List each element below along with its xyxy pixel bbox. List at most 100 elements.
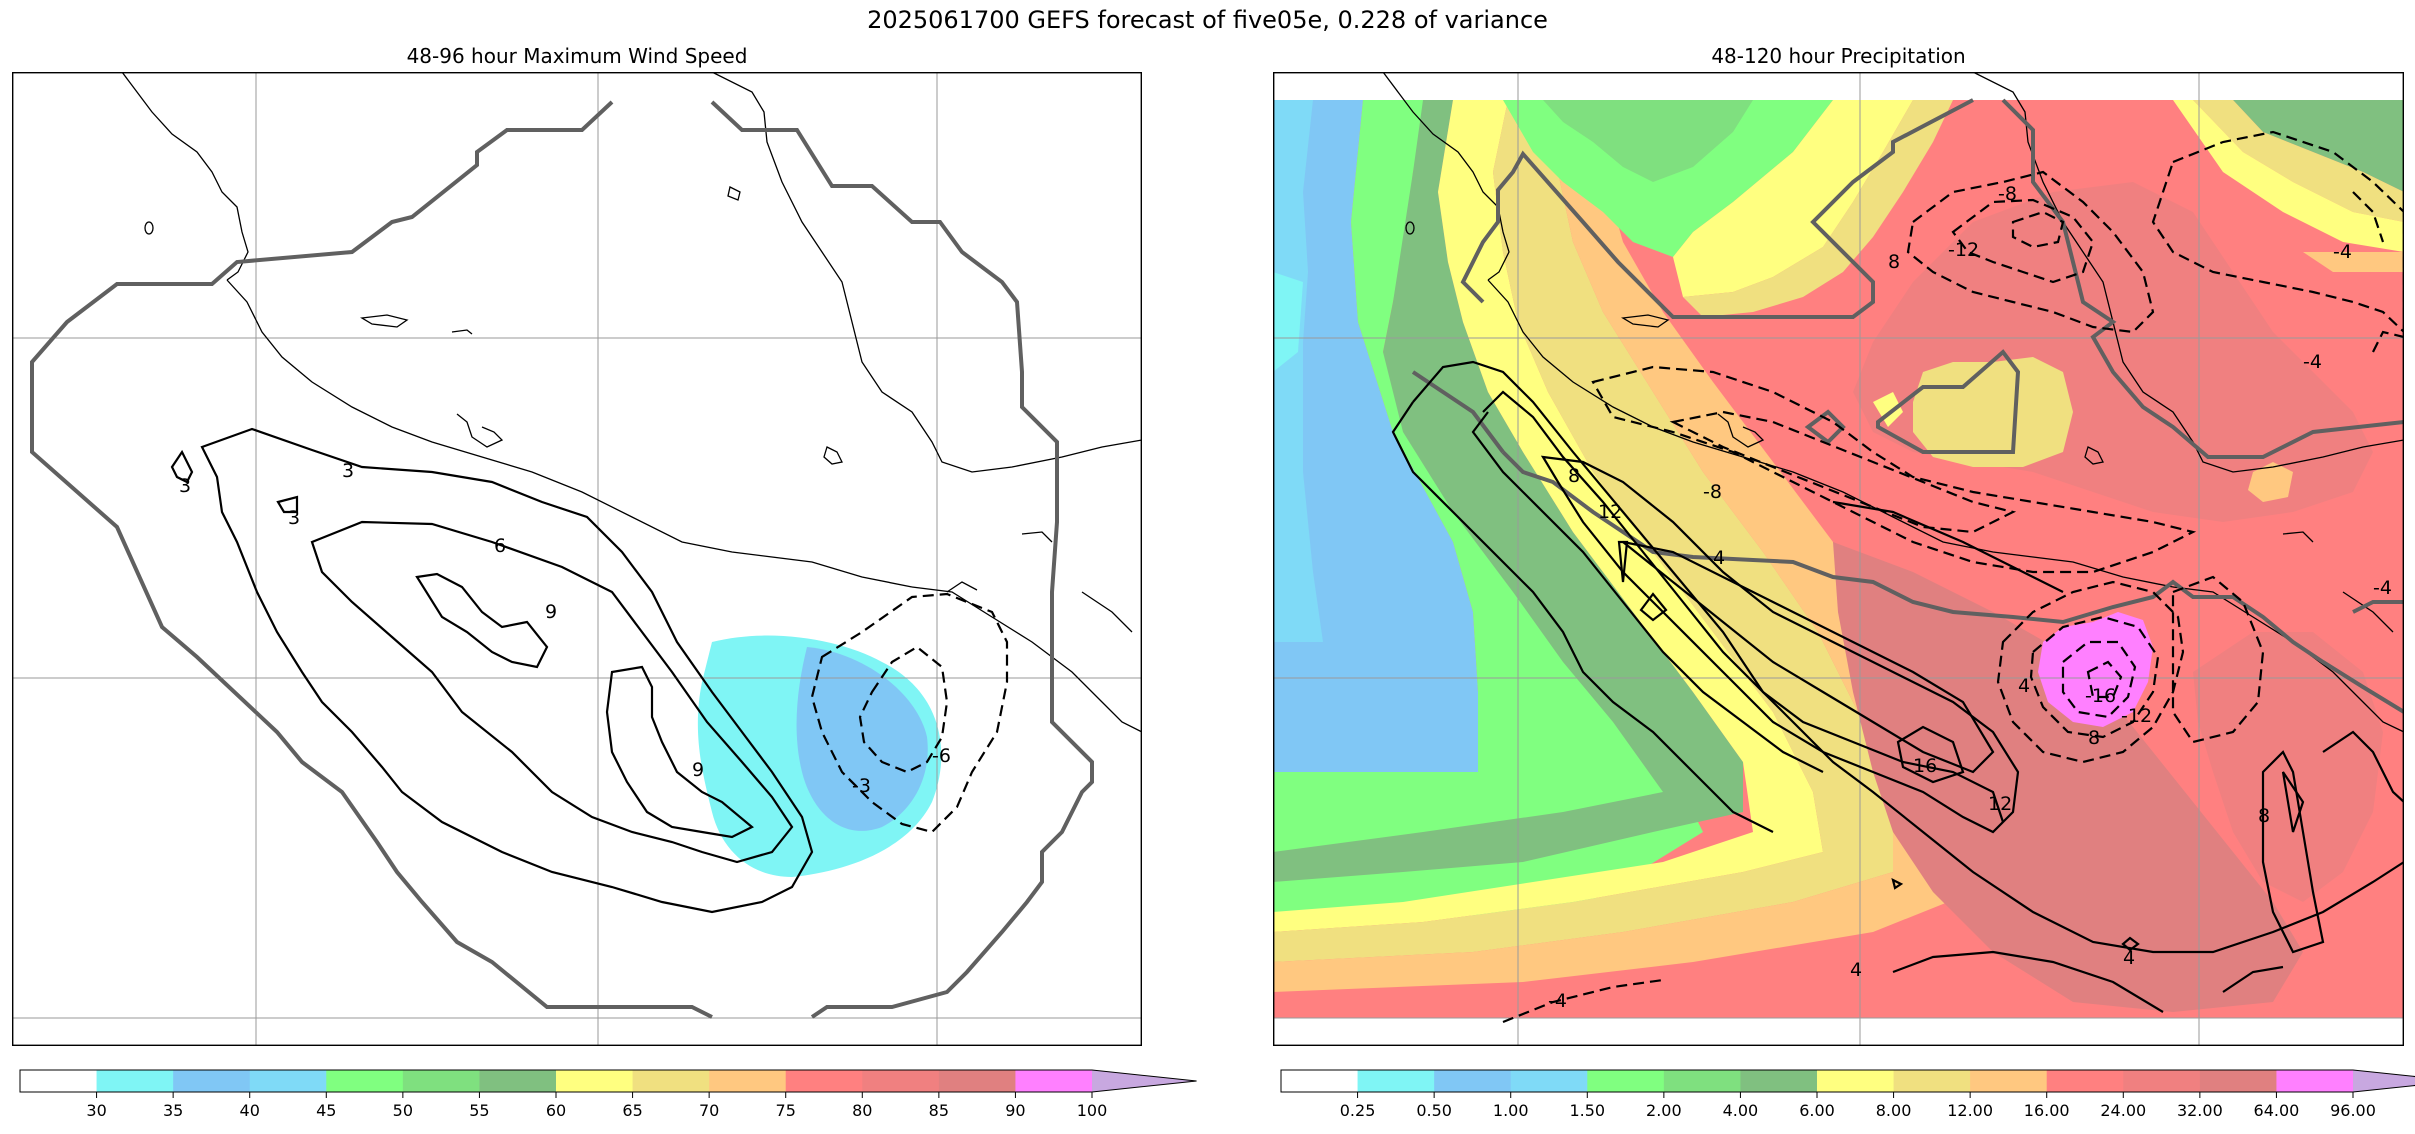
colorbar-swatch <box>862 1070 940 1092</box>
contour-label: 12 <box>1988 793 2012 815</box>
colorbar-tick-label: 75 <box>776 1101 796 1120</box>
wind-contours <box>170 427 1009 914</box>
colorbar-tick-label: 0.25 <box>1340 1101 1376 1120</box>
contour-label: 9 <box>692 759 704 781</box>
colorbar-tick-label: 70 <box>699 1101 719 1120</box>
colorbar-tick-label: 1.00 <box>1493 1101 1529 1120</box>
colorbar-swatch <box>402 1070 480 1092</box>
colorbar-swatch <box>938 1070 1016 1092</box>
colorbar-swatch <box>2199 1070 2277 1092</box>
contour-label: -8 <box>1703 481 1722 503</box>
colorbar-outline <box>1280 1069 2415 1093</box>
colorbar-swatch <box>1357 1070 1435 1092</box>
colorbar-swatch <box>326 1070 404 1092</box>
precip-contour-labels: -8 -12 8 -4 -4 -8 8 12 4 4 16 12 -16 -12… <box>1548 183 2392 1012</box>
contour-label: 3 <box>342 460 354 482</box>
colorbar-swatch <box>1663 1070 1741 1092</box>
contour-label: 8 <box>1568 465 1580 487</box>
colorbar-swatch <box>1015 1070 1093 1092</box>
colorbar-tick-label: 2.00 <box>1646 1101 1682 1120</box>
colorbar-swatch <box>1740 1070 1818 1092</box>
coastlines <box>121 72 1142 733</box>
colorbar-tick-label: 85 <box>929 1101 949 1120</box>
precip-band-2.00 <box>1273 100 1703 922</box>
precip-contours <box>1391 130 2404 1024</box>
precip-band-6.00 <box>1273 100 1823 932</box>
precip-max-64 <box>2038 612 2153 727</box>
colorbar-tick-label: 60 <box>546 1101 566 1120</box>
wind-colorbar: 30 35 40 45 50 55 60 65 70 75 80 85 90 100 <box>19 1069 1197 1120</box>
contour-label: 3 <box>179 475 191 497</box>
colorbar-tick-label: 96.00 <box>2330 1101 2376 1120</box>
colorbar-tick-label: 6.00 <box>1799 1101 1835 1120</box>
graticule <box>1273 72 2404 1046</box>
precip-band-1.00 <box>1273 100 1323 642</box>
wind-speed-map: 3 3 3 6 9 9 -3 -6 <box>12 72 1142 1046</box>
wind-contour-labels: 3 3 3 6 9 9 -3 -6 <box>179 460 951 797</box>
borders <box>30 100 1094 1019</box>
contour-label: 8 <box>2258 805 2270 827</box>
colorbar-tick-label: 16.00 <box>2024 1101 2070 1120</box>
precip-colorbar: 0.25 0.50 1.00 1.50 2.00 4.00 6.00 8.00 12.00 16.… <box>1280 1069 2415 1120</box>
colorbar-tick-label: 64.00 <box>2254 1101 2300 1120</box>
colorbar-swatch <box>20 1070 98 1092</box>
colorbar-swatch <box>2123 1070 2201 1092</box>
colorbar-swatch <box>1281 1070 1359 1092</box>
contour-label: 9 <box>545 601 557 623</box>
contour-label: 8 <box>2088 727 2100 749</box>
contour-label: -8 <box>1998 183 2017 205</box>
contour-label: -3 <box>852 775 871 797</box>
contour-label: 4 <box>2123 947 2135 969</box>
colorbar-swatch <box>2276 1070 2354 1092</box>
colorbar-swatch <box>1817 1070 1895 1092</box>
colorbar-tick-label: 4.00 <box>1723 1101 1759 1120</box>
colorbar-swatch <box>249 1070 327 1092</box>
colorbar-swatch <box>2353 1070 2415 1092</box>
colorbar-swatch <box>1587 1070 1665 1092</box>
colorbar-swatch <box>1970 1070 2048 1092</box>
contour-label: -16 <box>2085 685 2116 707</box>
colorbar-tick-label: 12.00 <box>1947 1101 1993 1120</box>
colorbar-tick-label: 90 <box>1005 1101 1025 1120</box>
colorbar-swatch <box>2046 1070 2124 1092</box>
contour-label: -6 <box>932 745 951 767</box>
contour-label: 16 <box>1913 755 1937 777</box>
colorbar-swatch <box>1510 1070 1588 1092</box>
precip-band-12.00 <box>1273 100 1973 992</box>
colorbar-tick-label: 8.00 <box>1876 1101 1912 1120</box>
colorbar-tick-label: 50 <box>393 1101 413 1120</box>
borders <box>1411 98 2404 714</box>
left-panel-title: 48-96 hour Maximum Wind Speed <box>406 44 748 68</box>
colorbar-swatch <box>1893 1070 1971 1092</box>
contour-label: 6 <box>494 535 506 557</box>
figure-title: 2025061700 GEFS forecast of five05e, 0.2… <box>867 6 1548 34</box>
colorbar-swatch <box>785 1070 863 1092</box>
colorbar-outline <box>19 1069 1197 1093</box>
colorbar-swatch <box>96 1070 174 1092</box>
colorbar-swatch <box>479 1070 557 1092</box>
contour-label: -4 <box>2333 241 2352 263</box>
contour-label: -4 <box>2303 351 2322 373</box>
colorbar-swatch <box>632 1070 710 1092</box>
colorbar-tick-label: 24.00 <box>2100 1101 2146 1120</box>
colorbar-tick-label: 55 <box>469 1101 489 1120</box>
contour-label: 4 <box>2018 675 2030 697</box>
colorbar-tick-label: 40 <box>240 1101 260 1120</box>
map-frame <box>1273 72 2404 1046</box>
map-frame <box>12 72 1142 1046</box>
right-panel-title: 48-120 hour Precipitation <box>1711 44 1966 68</box>
contour-label: -4 <box>1548 990 1567 1012</box>
contour-label: 4 <box>1850 959 1862 981</box>
precip-band-8.00 <box>1273 100 1893 962</box>
contour-label: -12 <box>2121 705 2152 727</box>
colorbar-swatch <box>1092 1070 1197 1092</box>
contour-label: -12 <box>1948 239 1979 261</box>
colorbar-tick-label: 1.50 <box>1569 1101 1605 1120</box>
colorbar-tick-label: 0.50 <box>1416 1101 1452 1120</box>
colorbar-tick-label: 80 <box>852 1101 872 1120</box>
graticule <box>12 72 1142 1046</box>
contour-label: 4 <box>1713 547 1725 569</box>
colorbar-swatch <box>556 1070 634 1092</box>
colorbar-tick-label: 65 <box>622 1101 642 1120</box>
contour-label: 3 <box>288 507 300 529</box>
